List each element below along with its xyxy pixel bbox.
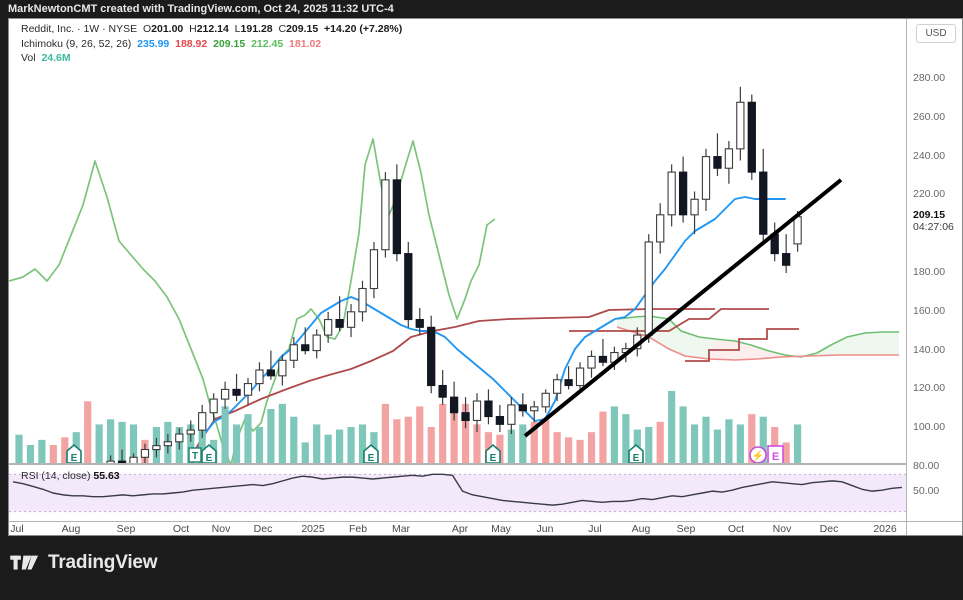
price-tick: 80.00 (913, 460, 940, 472)
rsi-price-tick: 50.00 (913, 485, 940, 497)
time-tick: Dec (253, 523, 273, 535)
price-tick: 240.00 (913, 149, 946, 162)
time-scale-divider (906, 521, 907, 535)
price-pane[interactable]: E E E E E T ⚡ E (9, 19, 906, 463)
legend-high-label: H (189, 23, 197, 35)
legend-low-value: 191.28 (240, 23, 273, 35)
time-tick: Apr (451, 523, 469, 535)
pane-divider (9, 463, 906, 464)
earnings-marker[interactable]: E (66, 443, 82, 463)
attribution-bar: MarkNewtonCMT created with TradingView.c… (0, 0, 963, 18)
legend-close-label: C (278, 23, 287, 35)
rsi-chart-canvas[interactable] (9, 465, 906, 521)
price-tick: 160.00 (913, 304, 946, 317)
time-tick: Jul (588, 523, 602, 535)
time-tick: Mar (391, 523, 411, 535)
legend-open-value: 201.00 (151, 23, 184, 35)
time-tick: May (491, 523, 511, 535)
svg-text:⚡: ⚡ (752, 449, 764, 462)
legend-change-value: +14.20 (+7.28%) (324, 23, 403, 35)
legend-ichimoku-row[interactable]: Ichimoku (9, 26, 52, 26) 235.99 188.92 2… (21, 38, 402, 52)
rsi-legend-label: RSI (14, close) (21, 470, 91, 482)
earnings-marker[interactable]: E (628, 443, 644, 463)
dividend-marker[interactable]: ⚡ E (749, 445, 784, 463)
legend-symbol[interactable]: Reddit, Inc. · 1W · NYSE (21, 23, 138, 35)
svg-text:E: E (490, 453, 497, 463)
legend-close-value: 209.15 (286, 23, 319, 35)
legend-volume-value: 24.6M (41, 52, 71, 64)
legend-ichimoku-label: Ichimoku (9, 26, 52, 26) (21, 37, 132, 50)
rsi-pane[interactable]: RSI (14, close) 55.63 (9, 464, 906, 521)
chart-container[interactable]: E E E E E T ⚡ E RSI (14, close) 55.63 Reddit, I… (8, 18, 963, 536)
volume-bars (15, 391, 802, 463)
trendline (523, 178, 843, 438)
legend-symbol-row[interactable]: Reddit, Inc. · 1W · NYSE O201.00 H212.14… (21, 23, 402, 37)
time-scale[interactable]: Jul Aug Sep Oct Nov Dec 2025 Feb Mar Apr May Jun Jul… (9, 521, 962, 535)
rsi-legend-value: 55.63 (93, 470, 120, 482)
price-chart-canvas[interactable]: E E E E ET ⚡ E (9, 19, 906, 463)
legend-ichimoku-span-a: 212.45 (251, 37, 284, 50)
rsi-legend[interactable]: RSI (14, close) 55.63 (21, 470, 120, 482)
tradingview-logo[interactable]: TradingView (10, 552, 158, 574)
svg-text:E: E (206, 453, 213, 463)
price-tick: 180.00 (913, 266, 946, 278)
footer-bar: TradingView (0, 540, 963, 600)
price-tick: 100.00 (913, 421, 946, 434)
candles (106, 86, 802, 463)
price-tick: 120.00 (913, 382, 946, 395)
tag-marker[interactable]: T (188, 447, 202, 463)
earnings-marker[interactable]: E (363, 443, 379, 463)
legend-volume-label: Vol (21, 52, 36, 64)
current-price-label[interactable]: 209.15 (913, 209, 946, 222)
price-tick: 220.00 (913, 188, 946, 201)
legend-ichimoku-lagging: 209.15 (213, 37, 246, 50)
legend-low-label: L (234, 23, 241, 35)
earnings-marker[interactable]: E (201, 443, 217, 463)
chart-legend[interactable]: Reddit, Inc. · 1W · NYSE O201.00 H212.14… (21, 23, 402, 67)
time-tick: Sep (676, 523, 696, 535)
price-scale[interactable]: USD 280.00 260.00 240.00 220.00 180.00 160.00… (906, 19, 962, 521)
time-tick: Sep (116, 523, 136, 535)
time-tick: Oct (727, 523, 745, 535)
time-tick: 2025 (301, 523, 325, 535)
time-tick: Jul (10, 523, 24, 535)
time-tick: 2026 (873, 523, 897, 535)
legend-open-label: O (142, 23, 152, 35)
legend-ichimoku-span-b: 181.02 (289, 37, 322, 50)
tradingview-mark-icon (10, 555, 39, 570)
tradingview-wordmark: TradingView (48, 552, 158, 573)
time-tick: Feb (348, 523, 368, 535)
legend-volume-row[interactable]: Vol 24.6M (21, 52, 402, 66)
time-tick: Nov (772, 523, 792, 535)
svg-text:E: E (368, 453, 375, 463)
time-tick: Nov (211, 523, 231, 535)
time-tick: Aug (61, 523, 81, 535)
legend-high-value: 212.14 (196, 23, 229, 35)
legend-ichimoku-base: 188.92 (175, 37, 208, 50)
svg-text:E: E (633, 453, 640, 463)
svg-text:T: T (192, 451, 198, 462)
time-tick: Oct (172, 523, 190, 535)
svg-text:E: E (772, 451, 779, 463)
bar-countdown-label: 04:27:06 (913, 221, 954, 234)
svg-text:E: E (71, 453, 78, 463)
price-tick: 140.00 (913, 343, 946, 356)
earnings-marker[interactable]: E (485, 443, 501, 463)
time-tick: Aug (631, 523, 651, 535)
price-tick: 260.00 (913, 110, 946, 123)
time-tick: Dec (819, 523, 839, 535)
currency-badge[interactable]: USD (916, 24, 956, 43)
price-tick: 280.00 (913, 72, 946, 84)
time-tick: Jun (536, 523, 554, 535)
legend-ichimoku-conversion: 235.99 (137, 37, 170, 50)
